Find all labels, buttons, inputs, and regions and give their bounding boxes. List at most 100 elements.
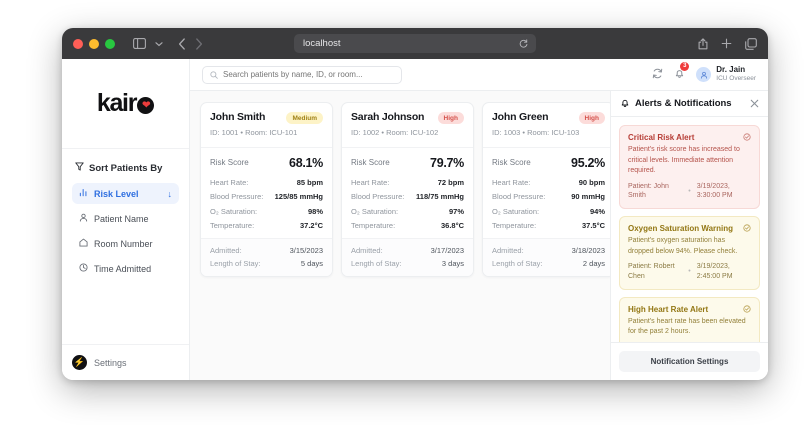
minimize-window-button[interactable] — [89, 38, 99, 49]
sidebar-item-patient-name[interactable]: Patient Name — [72, 208, 179, 229]
risk-score-row: Risk Score 79.7% — [351, 156, 464, 170]
vital-value: 97% — [448, 206, 464, 216]
browser-actions — [698, 37, 757, 50]
close-icon[interactable] — [750, 99, 759, 108]
sidebar-item-label: Risk Level — [94, 188, 139, 199]
alert-time: 3/19/2023, 2:45:00 PM — [696, 263, 733, 280]
vital-row: Blood Pressure: 125/85 mmHg — [210, 192, 323, 201]
alert-message: Patient's oxygen saturation has dropped … — [628, 237, 738, 255]
alert-item[interactable]: Critical Risk Alert Patient's risk score… — [619, 125, 760, 210]
patient-card[interactable]: John Smith Medium ID: 1001 • Room: ICU-1… — [200, 102, 333, 277]
check-circle-icon[interactable] — [743, 305, 751, 313]
stay-label: Length of Stay: — [351, 258, 402, 268]
user-profile[interactable]: Dr. Jain ICU Overseer — [696, 65, 756, 83]
risk-score-value: 79.7% — [430, 155, 464, 170]
vital-label: Temperature: — [210, 221, 255, 231]
sidebar-item-room-number[interactable]: Room Number — [72, 233, 179, 254]
app-root: kair ❤ Sort Patients By — [62, 59, 768, 380]
vital-value: 90 bpm — [578, 177, 605, 187]
sidebar-toggle-icon[interactable] — [133, 38, 146, 49]
tabs-icon[interactable] — [745, 37, 757, 50]
patient-meta: ID: 1002 • Room: ICU-102 — [351, 128, 439, 137]
patient-name: Sarah Johnson — [351, 111, 425, 123]
alerts-panel-footer: Notification Settings — [611, 342, 768, 380]
sort-direction-arrow[interactable]: ↓ — [167, 188, 173, 199]
check-circle-icon[interactable] — [743, 133, 751, 141]
back-arrow-icon[interactable] — [178, 37, 186, 50]
vital-row: Temperature: 37.2°C — [210, 221, 323, 230]
vital-label: Heart Rate: — [492, 177, 531, 187]
notifications-bell[interactable]: 3 — [674, 61, 690, 84]
vital-value: 94% — [589, 206, 605, 216]
vital-label: Blood Pressure: — [492, 192, 546, 202]
topbar: 3 Dr. Jain ICU Overseer — [190, 59, 768, 91]
admitted-value: 3/18/2023 — [571, 246, 605, 256]
reload-icon[interactable] — [519, 39, 528, 48]
sort-header-label: Sort Patients By — [89, 162, 163, 174]
user-name: Dr. Jain — [716, 65, 746, 75]
search-input[interactable] — [223, 70, 394, 79]
address-bar[interactable]: localhost — [294, 34, 536, 53]
bar-chart-icon — [79, 188, 88, 199]
app-logo[interactable]: kair ❤ — [62, 59, 189, 149]
check-circle-icon[interactable] — [743, 224, 751, 232]
alert-item[interactable]: Oxygen Saturation Warning Patient's oxyg… — [619, 216, 760, 290]
vital-row: Heart Rate: 72 bpm — [351, 178, 464, 187]
alerts-list[interactable]: Critical Risk Alert Patient's risk score… — [611, 117, 768, 342]
sidebar-item-settings[interactable]: ⚡ Settings — [62, 344, 189, 380]
risk-score-value: 95.2% — [571, 155, 605, 170]
sidebar-item-time-admitted[interactable]: Time Admitted — [72, 258, 179, 279]
search-box[interactable] — [202, 65, 402, 84]
risk-score-row: Risk Score 68.1% — [210, 156, 323, 170]
window-controls[interactable] — [73, 38, 115, 49]
patient-card[interactable]: Sarah Johnson High ID: 1002 • Room: ICU-… — [341, 102, 474, 277]
forward-arrow-icon[interactable] — [195, 37, 203, 50]
stay-value: 3 days — [441, 258, 464, 268]
vital-row: Temperature: 36.8°C — [351, 221, 464, 230]
risk-badge: Medium — [286, 112, 323, 124]
risk-badge: High — [437, 112, 464, 124]
lightning-bolt-icon: ⚡ — [72, 355, 87, 370]
patient-card-header: Sarah Johnson High ID: 1002 • Room: ICU-… — [342, 103, 473, 148]
vital-row: O₂ Saturation: 94% — [492, 207, 605, 216]
admitted-label: Admitted: — [351, 246, 383, 256]
alerts-panel-title: Alerts & Notifications — [635, 98, 732, 109]
vital-label: O₂ Saturation: — [351, 206, 399, 216]
sidebar-item-label: Room Number — [94, 238, 153, 249]
patient-vitals: Risk Score 95.2% Heart Rate: 90 bpm Bloo… — [483, 148, 610, 240]
user-role: ICU Overseer — [716, 75, 756, 83]
maximize-window-button[interactable] — [105, 38, 115, 49]
plus-icon[interactable] — [721, 38, 732, 49]
alerts-panel-header: Alerts & Notifications — [611, 91, 768, 117]
vital-label: Blood Pressure: — [210, 192, 264, 202]
vital-row: Blood Pressure: 90 mmHg — [492, 192, 605, 201]
content-area: John Smith Medium ID: 1001 • Room: ICU-1… — [190, 91, 768, 380]
patient-meta: ID: 1001 • Room: ICU-101 — [210, 128, 298, 137]
refresh-icon[interactable] — [652, 66, 663, 84]
vital-label: Blood Pressure: — [351, 192, 405, 202]
vital-row: Heart Rate: 85 bpm — [210, 178, 323, 187]
vital-row: O₂ Saturation: 97% — [351, 207, 464, 216]
sidebar-item-label: Time Admitted — [94, 263, 152, 274]
notification-settings-button[interactable]: Notification Settings — [619, 351, 760, 372]
vital-value: 125/85 mmHg — [274, 192, 323, 202]
alert-title: Oxygen Saturation Warning — [628, 224, 734, 234]
main-column: 3 Dr. Jain ICU Overseer — [190, 59, 768, 380]
person-icon — [79, 213, 88, 224]
chevron-down-icon[interactable] — [155, 41, 163, 47]
patient-name: John Smith — [210, 111, 266, 123]
alert-message: Patient's heart rate has been elevated f… — [628, 317, 746, 336]
alert-item[interactable]: High Heart Rate Alert Patient's heart ra… — [619, 296, 760, 342]
share-icon[interactable] — [698, 37, 708, 50]
alert-patient: Patient: Robert Chen — [628, 263, 675, 280]
patient-card-header: John Smith Medium ID: 1001 • Room: ICU-1… — [201, 103, 332, 148]
sort-section-header: Sort Patients By — [72, 162, 179, 174]
sidebar-item-risk-level[interactable]: Risk Level ↓ — [72, 183, 179, 204]
vital-label: O₂ Saturation: — [492, 206, 540, 216]
close-window-button[interactable] — [73, 38, 83, 49]
vital-value: 37.5°C — [581, 221, 605, 231]
vital-row: Temperature: 37.5°C — [492, 221, 605, 230]
patient-card[interactable]: John Green High ID: 1003 • Room: ICU-103… — [482, 102, 610, 277]
alert-patient: Patient: John Smith — [628, 182, 669, 200]
stay-value: 5 days — [300, 258, 323, 268]
